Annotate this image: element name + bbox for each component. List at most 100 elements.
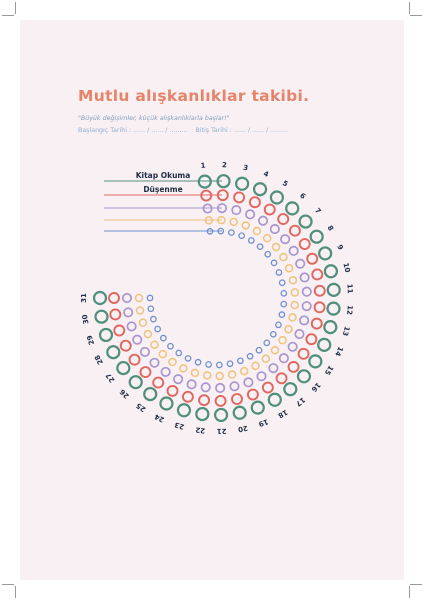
habit-day-checkbox[interactable] — [264, 250, 272, 258]
habit-day-checkbox[interactable] — [150, 340, 159, 349]
habit-day-checkbox[interactable] — [215, 361, 223, 369]
habit-day-checkbox[interactable] — [247, 237, 255, 244]
habit-day-checkbox[interactable] — [284, 264, 294, 273]
habit-day-checkbox[interactable] — [256, 371, 267, 382]
habit-day-checkbox[interactable] — [270, 345, 280, 355]
habit-day-checkbox[interactable] — [263, 203, 276, 216]
habit-day-checkbox[interactable] — [271, 242, 281, 252]
habit-label[interactable]: Düşenme — [143, 185, 182, 194]
habit-day-checkbox[interactable] — [326, 301, 341, 316]
habit-day-checkbox[interactable] — [308, 354, 323, 369]
habit-day-checkbox[interactable] — [241, 221, 250, 230]
habit-day-checkbox[interactable] — [326, 282, 341, 297]
habit-day-checkbox[interactable] — [139, 366, 152, 379]
habit-day-checkbox[interactable] — [227, 370, 237, 379]
habit-day-checkbox[interactable] — [216, 174, 231, 189]
habit-day-checkbox[interactable] — [248, 196, 261, 209]
habit-day-checkbox[interactable] — [152, 376, 165, 389]
habit-day-checkbox[interactable] — [287, 360, 300, 373]
habit-day-checkbox[interactable] — [306, 252, 319, 265]
habit-day-checkbox[interactable] — [238, 232, 246, 240]
habit-day-checkbox[interactable] — [175, 349, 183, 357]
habit-day-checkbox[interactable] — [311, 268, 324, 281]
habit-day-checkbox[interactable] — [269, 330, 277, 338]
habit-day-checkbox[interactable] — [154, 325, 161, 333]
habit-day-checkbox[interactable] — [310, 317, 323, 330]
habit-day-checkbox[interactable] — [94, 309, 109, 324]
habit-day-checkbox[interactable] — [284, 324, 293, 334]
habit-day-checkbox[interactable] — [217, 227, 225, 235]
habit-label[interactable]: Kitap Okuma — [136, 171, 191, 180]
habit-day-checkbox[interactable] — [106, 345, 121, 360]
habit-day-checkbox[interactable] — [246, 388, 259, 401]
habit-day-checkbox[interactable] — [204, 216, 214, 225]
habit-day-checkbox[interactable] — [119, 339, 132, 352]
habit-day-checkbox[interactable] — [181, 390, 194, 403]
habit-day-checkbox[interactable] — [278, 311, 286, 319]
habit-day-checkbox[interactable] — [252, 226, 262, 236]
habit-day-checkbox[interactable] — [216, 203, 228, 214]
habit-day-checkbox[interactable] — [280, 289, 288, 297]
habit-day-checkbox[interactable] — [159, 396, 174, 411]
habit-day-checkbox[interactable] — [168, 357, 177, 367]
habit-day-checkbox[interactable] — [288, 245, 299, 256]
habit-day-checkbox[interactable] — [186, 379, 197, 390]
habit-day-checkbox[interactable] — [231, 205, 242, 216]
habit-day-checkbox[interactable] — [184, 355, 192, 362]
habit-day-checkbox[interactable] — [278, 353, 289, 364]
habit-day-checkbox[interactable] — [317, 337, 332, 352]
habit-day-checkbox[interactable] — [235, 176, 250, 191]
habit-day-checkbox[interactable] — [239, 366, 249, 376]
habit-day-checkbox[interactable] — [283, 382, 298, 397]
habit-day-checkbox[interactable] — [318, 246, 333, 261]
habit-day-checkbox[interactable] — [176, 403, 192, 418]
habit-day-checkbox[interactable] — [252, 182, 268, 197]
habit-day-checkbox[interactable] — [108, 292, 120, 304]
habit-day-checkbox[interactable] — [287, 341, 298, 352]
habit-day-checkbox[interactable] — [295, 258, 306, 269]
habit-day-checkbox[interactable] — [92, 290, 108, 306]
habit-day-checkbox[interactable] — [214, 394, 227, 407]
habit-day-checkbox[interactable] — [278, 279, 286, 287]
habit-day-checkbox[interactable] — [313, 284, 326, 297]
habit-day-checkbox[interactable] — [258, 215, 269, 226]
habit-day-checkbox[interactable] — [147, 305, 155, 313]
habit-day-checkbox[interactable] — [299, 272, 310, 283]
habit-day-checkbox[interactable] — [268, 363, 279, 374]
habit-day-checkbox[interactable] — [280, 300, 288, 308]
habit-day-checkbox[interactable] — [128, 375, 143, 390]
habit-day-checkbox[interactable] — [138, 318, 148, 327]
habit-day-checkbox[interactable] — [243, 377, 254, 388]
habit-day-checkbox[interactable] — [245, 209, 256, 220]
habit-day-checkbox[interactable] — [290, 300, 299, 310]
habit-day-checkbox[interactable] — [290, 288, 300, 297]
habit-day-checkbox[interactable] — [288, 275, 298, 285]
habit-day-checkbox[interactable] — [262, 233, 272, 243]
habit-day-checkbox[interactable] — [229, 217, 238, 227]
habit-day-checkbox[interactable] — [263, 339, 271, 347]
habit-day-checkbox[interactable] — [301, 301, 312, 312]
habit-day-checkbox[interactable] — [301, 286, 312, 297]
habit-day-checkbox[interactable] — [255, 346, 263, 354]
habit-day-checkbox[interactable] — [250, 400, 265, 415]
habit-day-checkbox[interactable] — [135, 306, 145, 315]
habit-day-checkbox[interactable] — [134, 293, 144, 303]
habit-day-checkbox[interactable] — [233, 191, 246, 204]
habit-day-checkbox[interactable] — [194, 358, 202, 366]
habit-day-checkbox[interactable] — [200, 382, 211, 393]
habit-day-checkbox[interactable] — [228, 229, 235, 236]
habit-day-checkbox[interactable] — [280, 234, 291, 245]
habit-day-checkbox[interactable] — [166, 384, 179, 397]
habit-day-checkbox[interactable] — [305, 333, 318, 346]
habit-day-checkbox[interactable] — [261, 354, 271, 364]
habit-day-checkbox[interactable] — [160, 366, 171, 377]
habit-day-checkbox[interactable] — [226, 360, 234, 368]
habit-day-checkbox[interactable] — [195, 406, 210, 422]
habit-day-checkbox[interactable] — [298, 238, 311, 250]
habit-day-checkbox[interactable] — [213, 407, 229, 423]
habit-day-checkbox[interactable] — [197, 174, 212, 189]
habit-day-checkbox[interactable] — [217, 215, 226, 225]
habit-day-checkbox[interactable] — [132, 334, 143, 345]
habit-day-checkbox[interactable] — [267, 392, 282, 407]
habit-day-checkbox[interactable] — [296, 369, 312, 384]
